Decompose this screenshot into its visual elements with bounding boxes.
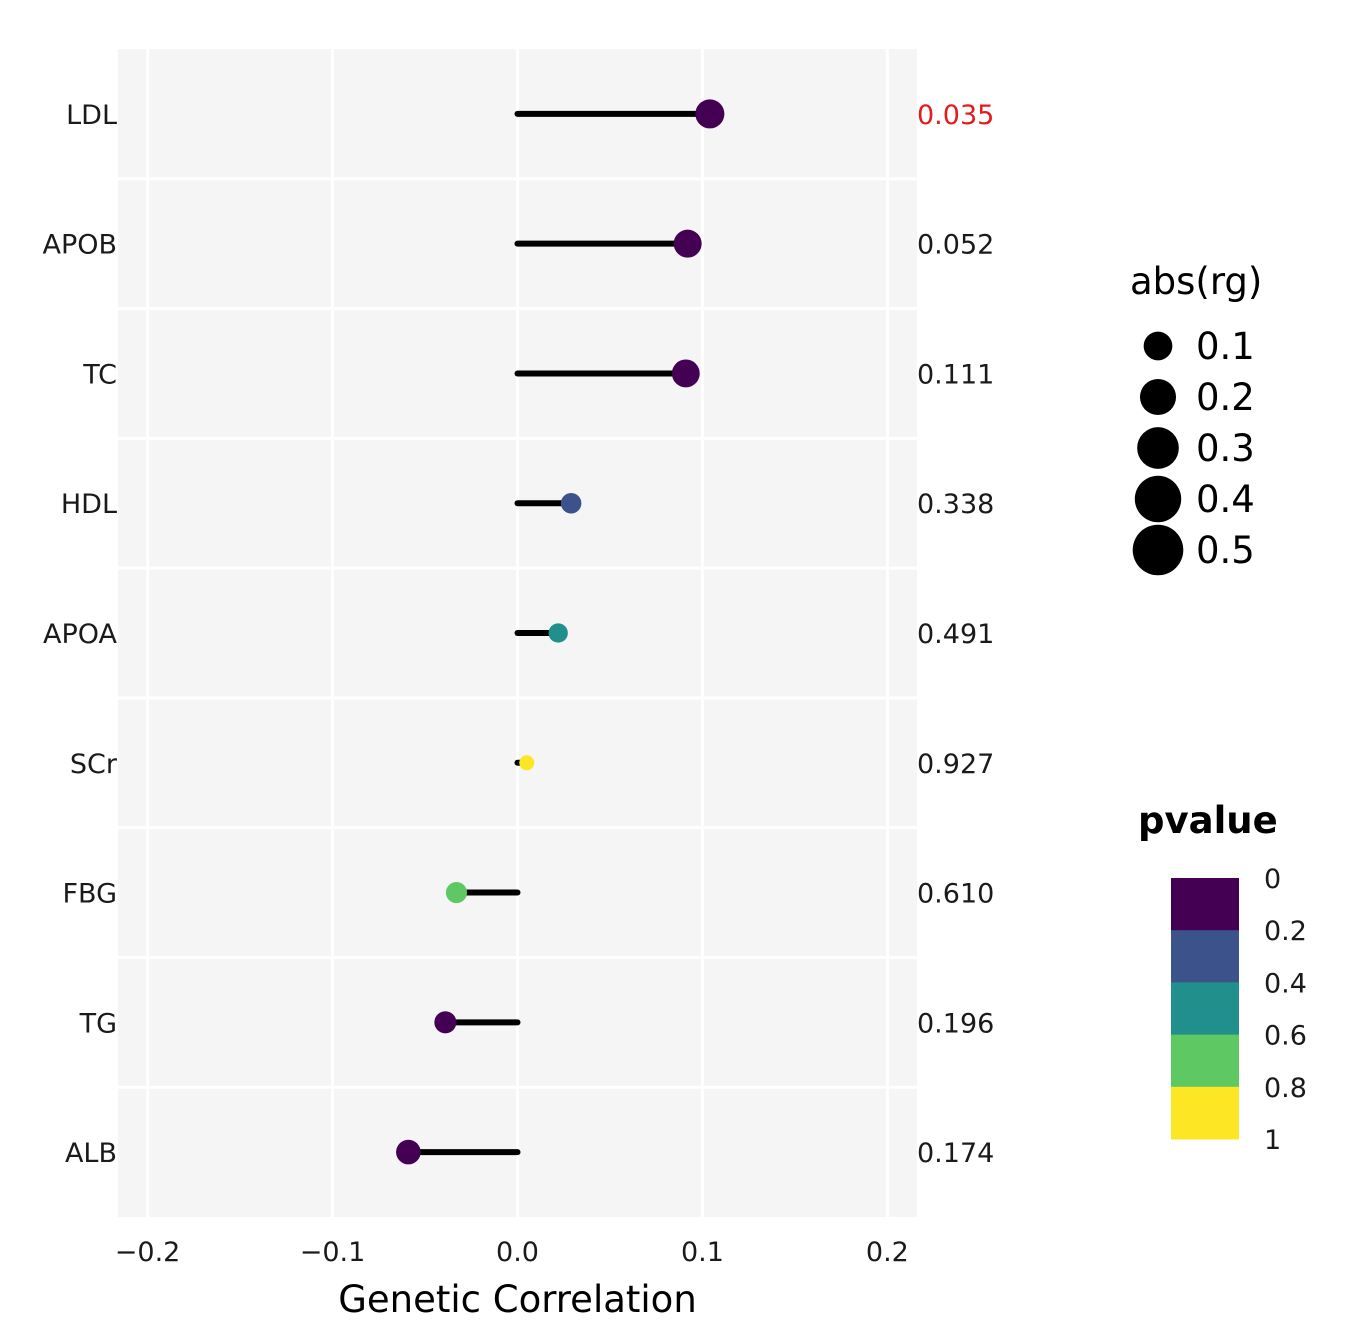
pvalue-label: 0.491 (917, 619, 994, 650)
pvalue-label: 0.111 (917, 359, 994, 390)
y-tick-label: ALB (65, 1138, 117, 1169)
color-legend-swatch (1171, 878, 1239, 931)
pvalue-label: 0.610 (917, 879, 994, 910)
size-legend-label: 0.2 (1196, 376, 1255, 419)
x-axis-title: Genetic Correlation (338, 1278, 697, 1321)
lollipop-point (445, 881, 468, 904)
y-tick-label: TC (82, 359, 117, 390)
color-legend-label: 1 (1264, 1125, 1281, 1156)
color-legend-swatch (1171, 982, 1239, 1036)
size-legend-key (1137, 427, 1179, 469)
color-legend-swatch (1171, 1086, 1239, 1140)
size-legend-key (1132, 524, 1184, 576)
color-legend-label: 0.4 (1264, 968, 1307, 999)
lollipop-point (434, 1011, 457, 1034)
color-legend-swatch (1171, 1034, 1239, 1088)
size-legend-label: 0.3 (1196, 427, 1255, 470)
pvalue-label: 0.035 (917, 100, 994, 131)
x-tick-label: −0.1 (300, 1237, 366, 1268)
lollipop-point (560, 492, 582, 514)
size-legend-title: abs(rg) (1130, 260, 1262, 303)
size-legend-label: 0.1 (1196, 325, 1255, 368)
color-legend-label: 0 (1264, 864, 1281, 895)
color-legend-label: 0.6 (1264, 1021, 1307, 1052)
pvalue-label: 0.052 (917, 230, 994, 261)
size-legend-key (1139, 378, 1177, 416)
y-tick-label: FBG (62, 879, 117, 910)
pvalue-label: 0.196 (917, 1008, 994, 1039)
size-legend-key (1134, 475, 1182, 523)
lollipop-point (519, 755, 535, 771)
color-legend-label: 0.2 (1264, 916, 1307, 947)
pvalue-label: 0.338 (917, 489, 994, 520)
pvalue-label: 0.174 (917, 1138, 994, 1169)
size-legend-label: 0.5 (1196, 529, 1255, 572)
y-tick-label: HDL (61, 489, 117, 520)
pvalue-label: 0.927 (917, 749, 994, 780)
x-tick-label: −0.2 (115, 1237, 181, 1268)
size-legend-key (1143, 331, 1173, 361)
color-legend-label: 0.8 (1264, 1073, 1307, 1104)
lollipop-point (396, 1139, 421, 1165)
y-tick-label: TG (79, 1008, 117, 1039)
x-tick-label: 0.0 (496, 1237, 539, 1268)
x-tick-label: 0.2 (866, 1237, 909, 1268)
lollipop-point (695, 99, 725, 129)
y-tick-label: APOB (42, 230, 117, 261)
lollipop-point (548, 623, 568, 643)
color-legend-swatch (1171, 930, 1239, 983)
lollipop-point (671, 359, 700, 388)
y-tick-label: LDL (66, 100, 117, 131)
color-legend-title: pvalue (1138, 799, 1278, 842)
y-tick-label: APOA (43, 619, 118, 650)
size-legend-label: 0.4 (1196, 478, 1255, 521)
y-tick-label: SCr (70, 749, 118, 780)
lollipop-point (673, 229, 702, 258)
x-tick-label: 0.1 (681, 1237, 724, 1268)
